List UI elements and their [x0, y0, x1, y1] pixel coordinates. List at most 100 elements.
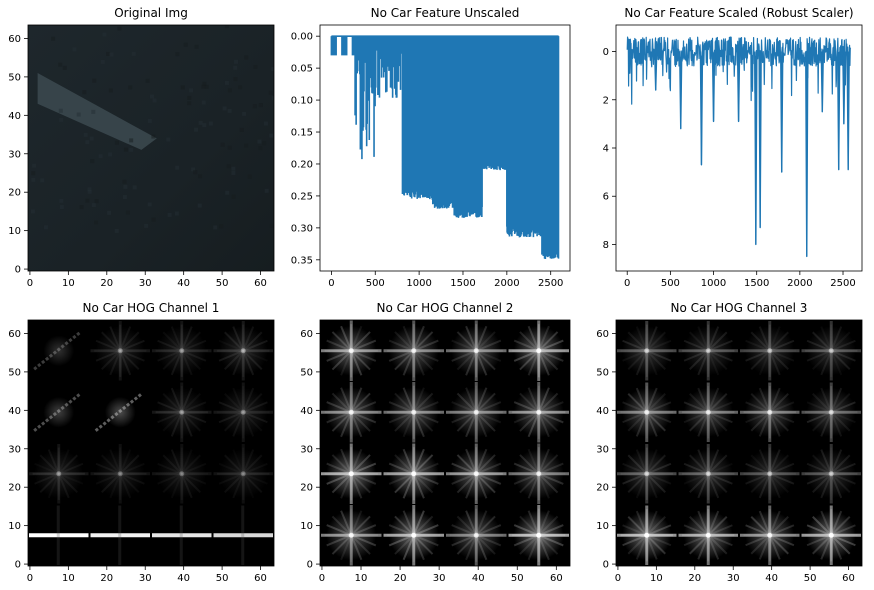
y-tick-label: 30: [300, 444, 313, 455]
hog-edge-vertical: [118, 444, 122, 504]
hog-orientation-bin: [218, 401, 268, 424]
y-tick-label: 6: [603, 192, 609, 203]
hog-center: [473, 471, 479, 477]
hog-glow: [806, 387, 856, 437]
hog-edge-vertical: [118, 505, 122, 565]
hog-cell: [383, 505, 444, 566]
y-tick-label: 50: [596, 367, 609, 378]
series-peak: [842, 51, 846, 124]
hog-orientation-bin: [232, 387, 255, 437]
hog-orientation-bin: [758, 449, 781, 499]
texture-pixel: [79, 205, 84, 210]
texture-pixel: [193, 170, 198, 175]
series-peak: [736, 51, 741, 122]
texture-pixel: [91, 109, 96, 114]
hog-cell: [383, 320, 444, 381]
hog-cell: [740, 505, 800, 565]
hog-cell: [617, 321, 677, 381]
x-tick-label: 50: [216, 278, 229, 289]
hog-orientation-bin: [689, 454, 728, 493]
y-tick-label: 20: [596, 483, 609, 494]
hog-glow: [218, 449, 268, 499]
hog-orientation-bin: [39, 454, 78, 493]
texture-pixel: [59, 205, 64, 210]
hog-glow: [43, 396, 75, 428]
hog-cell: [508, 505, 569, 566]
chart-title: No Car HOG Channel 3: [671, 301, 808, 315]
y-tick-label: 40: [300, 406, 313, 417]
hog-orientation-bin: [683, 339, 733, 362]
hog-cell: [740, 382, 800, 442]
hog-edge-vertical: [706, 321, 710, 381]
texture-pixel: [264, 188, 269, 193]
hog-edge-horizontal: [152, 410, 212, 414]
hog-cell: [383, 382, 444, 443]
texture-pixel: [233, 77, 238, 82]
hog-orientation-bin: [806, 462, 856, 485]
hog-glow: [806, 326, 856, 376]
chart-title: No Car Feature Unscaled: [371, 6, 520, 20]
hog-edge-vertical: [829, 444, 833, 504]
hog-cell: [617, 505, 677, 565]
x-tick-label: 20: [100, 278, 113, 289]
x-tick-label: 0: [27, 278, 33, 289]
x-tick-label: 40: [472, 573, 485, 584]
texture-pixel: [202, 123, 207, 128]
hog-orientation-bin: [157, 339, 207, 362]
hog-orientation-bin: [635, 326, 658, 376]
texture-pixel: [94, 199, 99, 204]
hog-center: [705, 409, 711, 415]
texture-pixel: [263, 121, 268, 126]
hog-edge-vertical: [180, 321, 184, 381]
hog-center: [705, 471, 711, 477]
y-tick-label: 20: [8, 188, 21, 199]
x-tick-label: 0: [328, 278, 334, 289]
hog-cell: [213, 444, 273, 504]
texture-pixel: [91, 203, 96, 208]
hog-edge-horizontal: [678, 349, 738, 353]
texture-pixel: [85, 140, 90, 145]
hog-cell: [213, 321, 273, 381]
hog-edge-vertical: [645, 321, 649, 381]
hog-center: [705, 348, 711, 354]
hog-center: [767, 348, 773, 354]
hog-orientation-bin: [157, 401, 207, 424]
texture-pixel: [258, 146, 263, 151]
hog-center: [179, 348, 185, 354]
hog-orientation-bin: [101, 331, 140, 370]
texture-pixel: [191, 167, 196, 172]
texture-pixel: [123, 147, 128, 152]
x-tick-label: 500: [366, 278, 385, 289]
hog-center: [473, 409, 479, 415]
texture-pixel: [224, 80, 229, 85]
texture-pixel: [225, 190, 230, 195]
texture-pixel: [109, 52, 114, 57]
hog-edge-horizontal: [29, 472, 89, 476]
texture-pixel: [58, 108, 63, 113]
x-tick-label: 30: [727, 573, 740, 584]
x-tick-label: 60: [254, 573, 267, 584]
hog-edge-horizontal: [617, 349, 677, 353]
plot-area: [320, 25, 570, 271]
hog-center: [536, 471, 542, 477]
hog-center: [411, 532, 417, 538]
x-tick-label: 30: [433, 573, 446, 584]
texture-pixel: [32, 163, 37, 168]
y-tick-label: 0.15: [291, 128, 313, 139]
y-tick-label: 2: [603, 95, 609, 106]
series-peak: [758, 51, 762, 228]
x-tick-label: 40: [177, 573, 190, 584]
chart-title: No Car HOG Channel 1: [83, 301, 220, 315]
y-tick-label: 10: [8, 226, 21, 237]
hog-orientation-bin: [622, 462, 672, 485]
hog-edge-horizontal: [90, 533, 150, 538]
y-tick-label: 50: [8, 72, 21, 83]
hog-edge-horizontal: [740, 472, 800, 476]
hog-cell: [678, 505, 738, 565]
x-tick-label: 0: [319, 573, 325, 584]
hog-orientation-bin: [806, 462, 856, 485]
texture-pixel: [132, 185, 137, 190]
hog-cell: [801, 444, 861, 504]
texture-pixel: [222, 106, 227, 111]
x-tick-label: 1000: [701, 278, 726, 289]
